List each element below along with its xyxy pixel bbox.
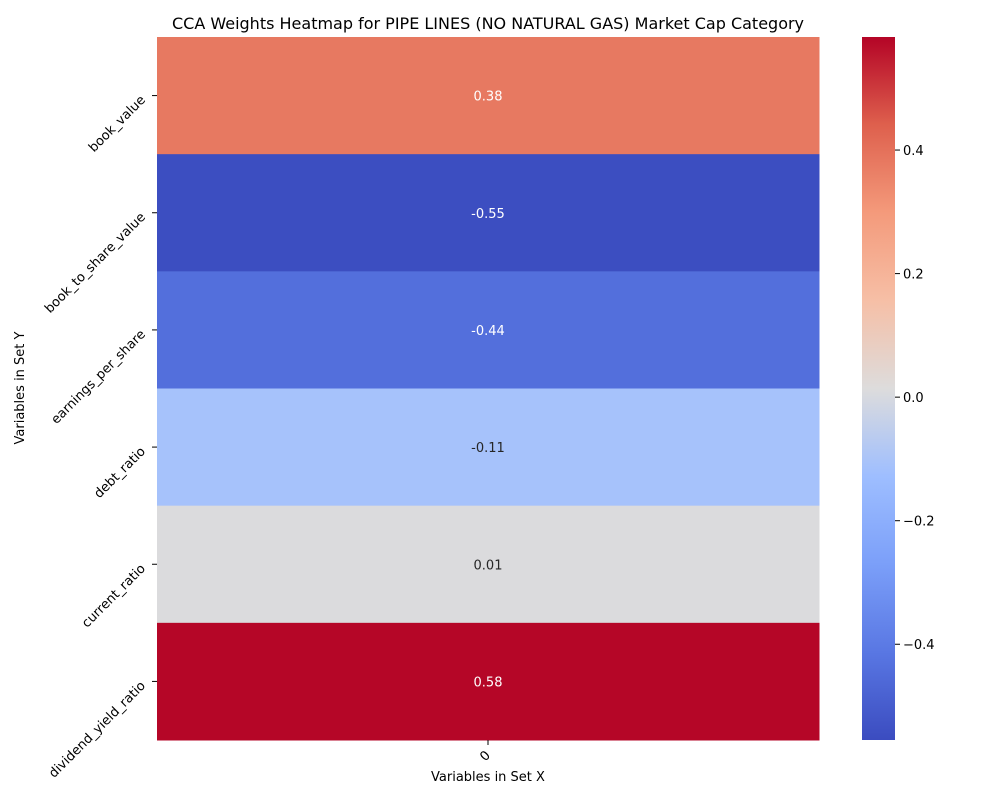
heatmap-cell bbox=[157, 388, 820, 507]
y-tick-label: debt_ratio bbox=[91, 444, 148, 501]
y-tick-label: dividend_yield_ratio bbox=[46, 679, 149, 782]
cell-annotation: 0.38 bbox=[474, 90, 503, 105]
cell-annotation: 0.58 bbox=[474, 675, 503, 690]
colorbar-tick-label: 0.0 bbox=[903, 391, 924, 406]
colorbar-tick-label: −0.2 bbox=[903, 515, 935, 530]
x-axis: 0 bbox=[477, 740, 494, 765]
cell-annotation: 0.01 bbox=[474, 558, 503, 573]
heatmap-cell bbox=[157, 154, 820, 272]
colorbar-gradient bbox=[862, 37, 895, 740]
heatmap-cell bbox=[157, 622, 820, 741]
colorbar-tick-label: 0.4 bbox=[903, 144, 924, 159]
cell-annotation: -0.55 bbox=[471, 207, 505, 222]
y-tick-label: book_value bbox=[86, 93, 149, 156]
cell-annotation: -0.11 bbox=[471, 441, 505, 456]
colorbar-tick-label: −0.4 bbox=[903, 638, 935, 653]
y-tick-label: current_ratio bbox=[79, 561, 149, 631]
colorbar-tick-label: 0.2 bbox=[903, 268, 924, 283]
heatmap-cells: 0.38 -0.55 -0.44 -0.11 0.01 0.58 bbox=[157, 37, 820, 741]
colorbar: 0.4 0.2 0.0 −0.2 −0.4 bbox=[862, 37, 935, 740]
heatmap-cell bbox=[157, 37, 820, 155]
heatmap-cell bbox=[157, 505, 820, 624]
chart-title: CCA Weights Heatmap for PIPE LINES (NO N… bbox=[172, 14, 804, 33]
cell-annotation: -0.44 bbox=[471, 324, 505, 339]
x-tick-label: 0 bbox=[477, 748, 493, 764]
y-tick-label: book_to_share_value bbox=[42, 210, 149, 317]
colorbar-ticks: 0.4 0.2 0.0 −0.2 −0.4 bbox=[895, 144, 935, 653]
heatmap-cell bbox=[157, 271, 820, 389]
y-axis-label: Variables in Set Y bbox=[13, 331, 28, 444]
y-tick-label: earnings_per_share bbox=[49, 327, 149, 427]
x-axis-label: Variables in Set X bbox=[431, 770, 545, 785]
y-axis: book_value book_to_share_valueearnings_pe… bbox=[42, 93, 157, 781]
